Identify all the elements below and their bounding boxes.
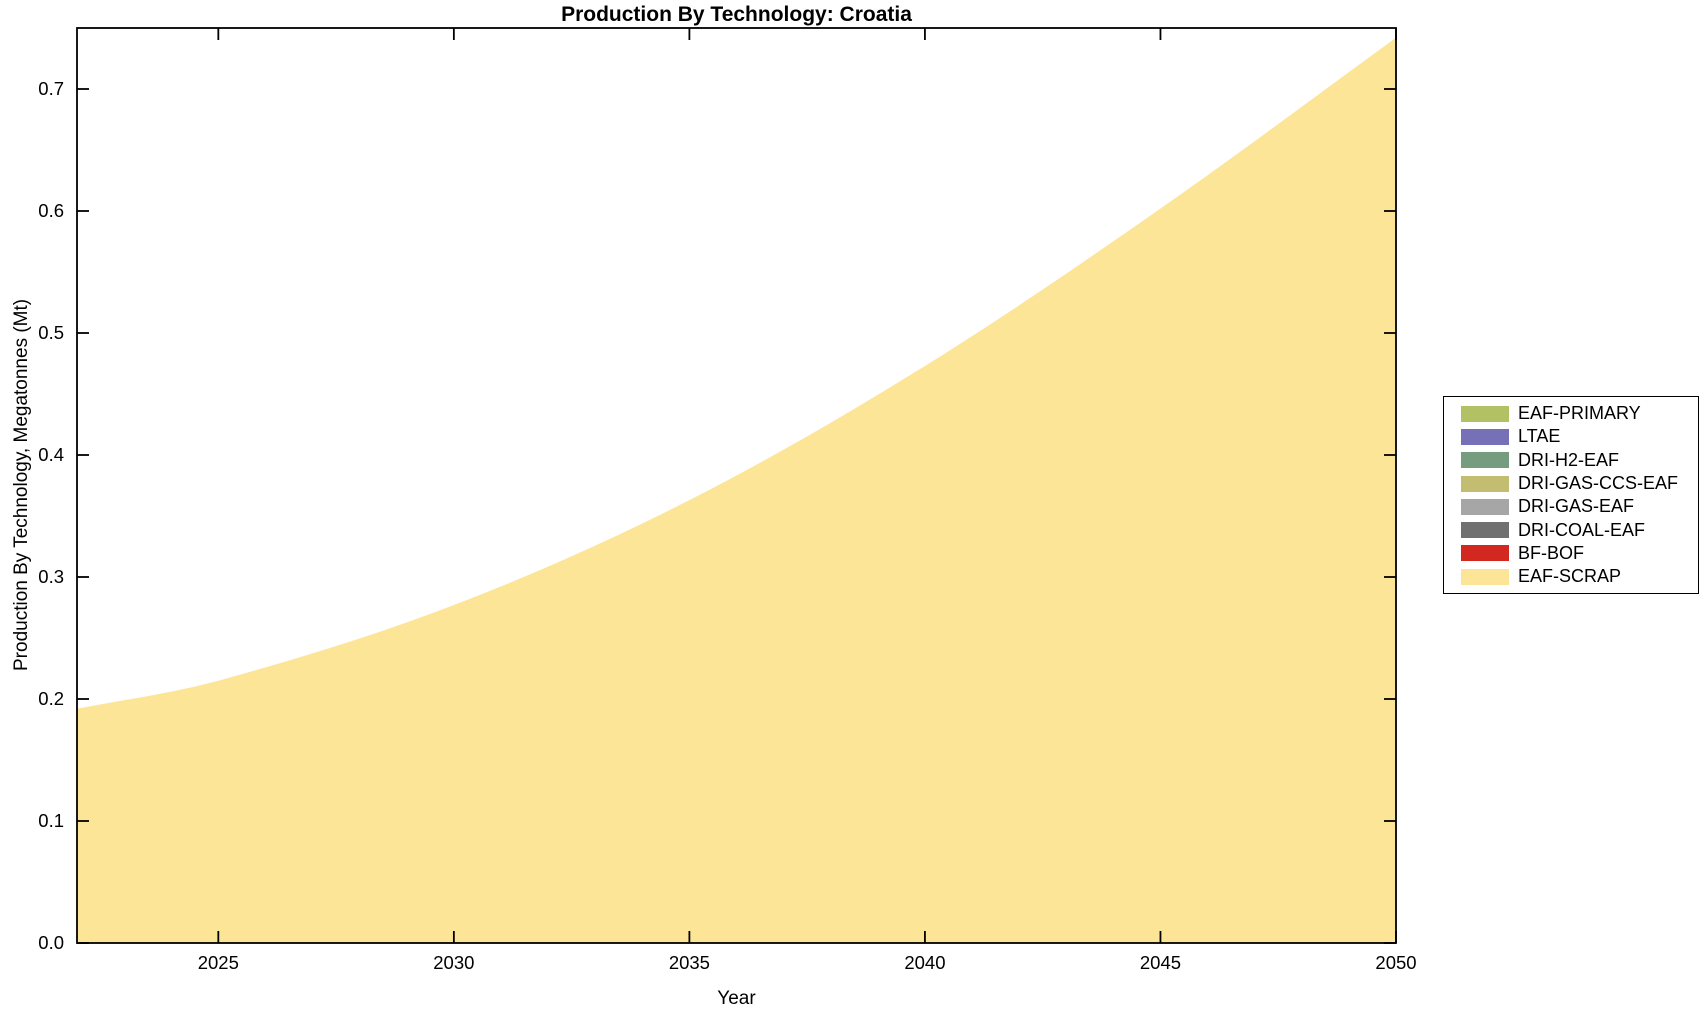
legend-item: BF-BOF [1444,542,1698,565]
legend-swatch [1461,522,1509,539]
legend-swatch [1461,498,1509,515]
legend-swatch [1461,452,1509,469]
legend-item: EAF-PRIMARY [1444,402,1698,425]
chart-title: Production By Technology: Croatia [561,3,912,26]
x-tick-label: 2045 [1139,952,1182,973]
legend-swatch [1461,475,1509,492]
y-tick-label: 0.4 [38,444,64,465]
y-tick-label: 0.2 [38,688,64,709]
legend-item: EAF-SCRAP [1444,565,1698,588]
legend-item: LTAE [1444,425,1698,448]
legend-swatch [1461,428,1509,445]
x-tick-label: 2025 [197,952,239,973]
area-series-EAF-SCRAP [77,37,1396,943]
legend-label: DRI-H2-EAF [1518,449,1620,470]
legend-swatch [1461,568,1509,585]
legend-label: DRI-COAL-EAF [1518,519,1646,540]
y-tick-label: 0.0 [38,932,64,953]
legend-label: DRI-GAS-EAF [1518,496,1635,517]
legend-item: DRI-GAS-CCS-EAF [1444,472,1698,495]
y-tick-label: 0.6 [38,200,64,221]
legend-label: BF-BOF [1518,542,1584,563]
legend-swatch [1461,405,1509,422]
axis-box [76,27,1397,944]
y-tick-label: 0.3 [38,566,64,587]
legend-item: DRI-GAS-EAF [1444,495,1698,518]
x-tick-label: 2050 [1375,952,1417,973]
legend-item: DRI-H2-EAF [1444,449,1698,472]
y-tick-label: 0.1 [38,810,64,831]
y-tick-label: 0.5 [38,322,64,343]
legend: EAF-PRIMARY LTAE DRI-H2-EAF DRI-GAS-CCS-EAF… [1443,396,1699,595]
legend-label: DRI-GAS-CCS-EAF [1518,473,1679,494]
legend-label: EAF-PRIMARY [1518,403,1641,424]
x-tick-label: 2030 [433,952,475,973]
y-tick-label: 0.7 [38,78,64,99]
x-axis-label: Year [717,988,756,1009]
legend-label: LTAE [1518,426,1561,447]
x-tick-label: 2035 [668,952,710,973]
legend-swatch [1461,545,1509,562]
legend-item: DRI-COAL-EAF [1444,518,1698,541]
legend-label: EAF-SCRAP [1518,566,1622,587]
x-tick-label: 2040 [904,952,946,973]
